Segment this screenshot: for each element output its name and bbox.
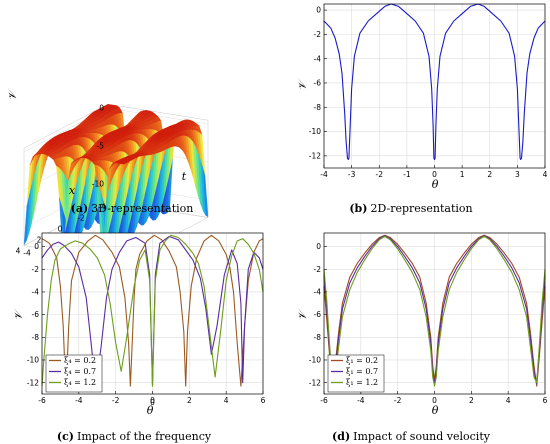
c-x-tick-label: 2: [187, 396, 192, 405]
b-x-axis-label: θ: [432, 178, 439, 191]
caption-b-text: 2D-representation: [370, 202, 472, 215]
b-x-tick-label: 2: [487, 170, 492, 179]
c-legend-label-0: ξ₄ = 0.2: [64, 356, 96, 365]
d-y-tick-label: -10: [309, 356, 321, 365]
b-y-tick-label: -6: [314, 79, 322, 88]
c-x-tick-label: -4: [75, 396, 83, 405]
d-y-tick-label: -6: [314, 310, 322, 319]
c-y-tick-label: -6: [32, 310, 40, 319]
c-series-line-2: [41, 234, 264, 387]
caption-c: (c) Impact of the frequency: [57, 430, 212, 443]
b-x-tick-label: -3: [348, 170, 356, 179]
c-y-tick-label: -12: [27, 378, 39, 387]
b-y-tick-label: -12: [309, 151, 321, 160]
x-tick-label: 0: [58, 224, 63, 233]
caption-b-tag: (b): [349, 202, 367, 215]
b-y-tick-label: 0: [316, 6, 321, 15]
caption-a-tag: (a): [71, 202, 89, 215]
d-legend-box: [327, 354, 385, 393]
d-y-tick-label: -4: [314, 288, 322, 297]
d-x-tick-label: 6: [543, 396, 548, 405]
z-axis-label: 𝒱: [6, 88, 19, 101]
b-x-tick-label: -4: [320, 170, 328, 179]
c-legend-box: [45, 354, 103, 393]
caption-d-tag: (d): [332, 430, 350, 443]
c-x-tick-label: 4: [224, 396, 229, 405]
t-tick-label: -4: [23, 248, 31, 257]
b-x-tick-label: 4: [543, 170, 548, 179]
d-y-axis-label: 𝒱: [296, 308, 309, 321]
d-y-tick-label: -8: [314, 333, 322, 342]
c-legend-label-1: ξ₄ = 0.7: [64, 367, 96, 376]
d-y-tick-label: -2: [314, 265, 322, 274]
c-x-tick-label: -6: [38, 396, 46, 405]
caption-d: (d) Impact of sound velocity: [332, 430, 491, 443]
x-tick-label: -4: [98, 202, 106, 211]
c-series-line-1: [41, 235, 264, 387]
x-tick-label: 4: [16, 246, 21, 255]
b-y-axis-label: 𝒱: [296, 78, 309, 91]
b-y-tick-label: -2: [314, 30, 322, 39]
c-y-tick-label: -8: [32, 333, 40, 342]
c-y-tick-label: -4: [32, 288, 40, 297]
caption-a: (a) 3D-representation: [71, 202, 194, 215]
c-y-axis-label: 𝒱: [12, 308, 25, 321]
caption-c-text: Impact of the frequency: [77, 430, 212, 443]
surface-mesh: [23, 104, 209, 252]
b-y-tick-label: -4: [314, 54, 322, 63]
t-axis-label: t: [182, 170, 187, 183]
d-series-line-2: [323, 235, 546, 387]
caption-a-text: 3D-representation: [91, 202, 193, 215]
c-y-tick-label: 0: [34, 242, 39, 251]
d-legend-label-1: ξ₁ = 0.7: [346, 367, 378, 376]
b-y-tick-label: -10: [309, 127, 321, 136]
b-x-tick-label: 1: [460, 170, 465, 179]
c-x-axis-label: θ: [147, 404, 154, 417]
c-y-tick-label: -10: [27, 356, 39, 365]
c-y-tick-label: -2: [32, 265, 40, 274]
d-legend-label-2: ξ₁ = 1.2: [346, 378, 378, 387]
c-legend-label-2: ξ₄ = 1.2: [64, 378, 96, 387]
d-x-tick-label: -6: [320, 396, 328, 405]
caption-d-text: Impact of sound velocity: [353, 430, 491, 443]
d-y-tick-label: 0: [316, 242, 321, 251]
caption-c-tag: (c): [57, 430, 74, 443]
d-x-tick-label: 4: [506, 396, 511, 405]
d-x-tick-label: -2: [394, 396, 402, 405]
d-y-tick-label: -12: [309, 378, 321, 387]
d-legend-label-0: ξ₁ = 0.2: [346, 356, 378, 365]
d-x-axis-label: θ: [432, 404, 439, 417]
c-series-line-0: [41, 234, 264, 388]
x-tick-label: -2: [77, 213, 85, 222]
surface-patch: [120, 162, 127, 165]
c-x-tick-label: 0: [150, 396, 155, 405]
x-tick-label: 2: [37, 235, 42, 244]
b-x-tick-label: 3: [515, 170, 520, 179]
c-annotation: 0: [150, 398, 155, 407]
z-tick-label: -5: [97, 142, 105, 151]
z-tick-label: -10: [92, 180, 104, 189]
caption-b: (b) 2D-representation: [349, 202, 472, 215]
d-x-tick-label: 2: [469, 396, 474, 405]
b-x-tick-label: -1: [403, 170, 411, 179]
panel-d-line-chart: -6 -4 -2 0 2 4 6 0 -2 -4 -6 -8 -10 -12 θ 𝒱ξ₁ = 0.2 ξ₁ = …: [296, 232, 548, 417]
z-tick-label: 0: [99, 104, 104, 113]
d-x-tick-label: 0: [432, 396, 437, 405]
c-x-tick-label: -2: [112, 396, 120, 405]
b-x-tick-label: 0: [432, 170, 437, 179]
b-series-line-0: [323, 3, 546, 161]
b-x-tick-label: -2: [376, 170, 384, 179]
b-y-tick-label: -8: [314, 103, 322, 112]
d-x-tick-label: -4: [357, 396, 365, 405]
x-axis-label: x: [69, 184, 76, 197]
c-x-tick-label: 6: [261, 396, 266, 405]
